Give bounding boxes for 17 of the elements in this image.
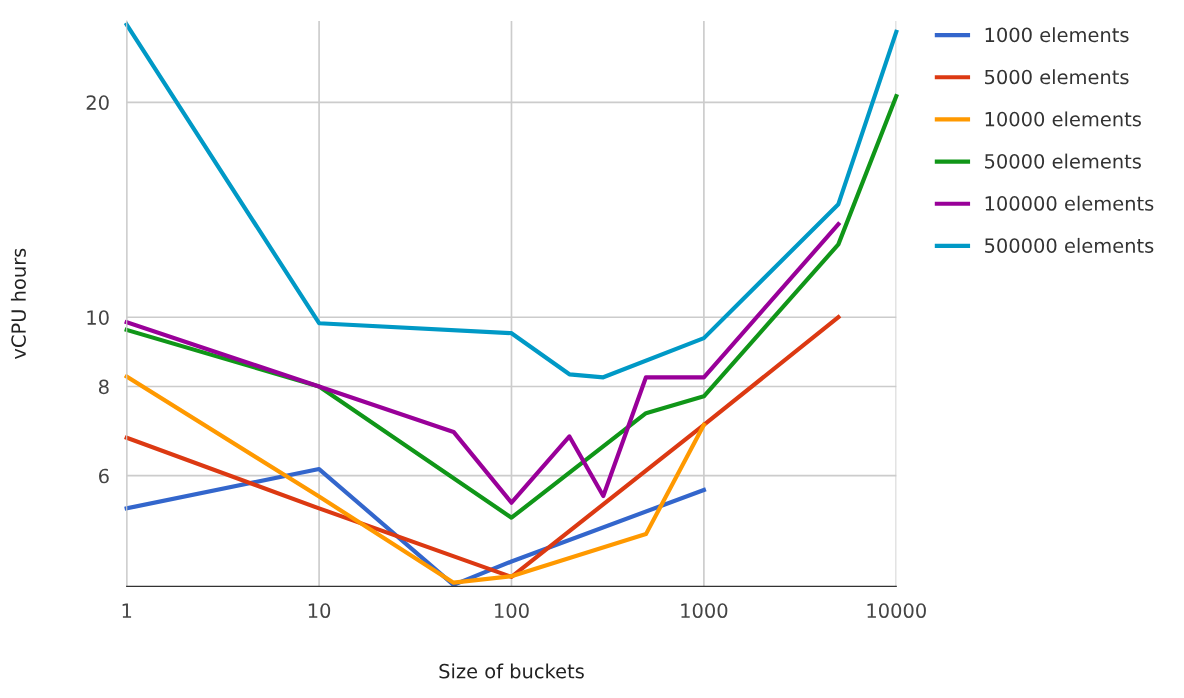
x-tick-label: 10 xyxy=(308,603,331,619)
y-tick-label: 8 xyxy=(98,379,109,395)
y-tick-label: 10 xyxy=(87,310,109,325)
legend-label: 5000 elements xyxy=(985,69,1129,85)
x-tick-label: 100 xyxy=(495,603,529,619)
legend-label: 100000 elements xyxy=(985,195,1154,211)
legend-label: 500000 elements xyxy=(985,237,1154,253)
x-tick-label: 1000 xyxy=(681,603,728,619)
legend-label: 10000 elements xyxy=(985,111,1141,127)
x-tick-label: 1 xyxy=(122,603,132,618)
y-tick-label: 6 xyxy=(99,468,109,484)
y-axis-title: vCPU hours xyxy=(10,248,26,359)
x-axis-title: Size of buckets xyxy=(439,663,584,679)
legend-label: 50000 elements xyxy=(985,153,1141,169)
x-tick-label: 10000 xyxy=(867,603,926,619)
legend-label: 1000 elements xyxy=(985,27,1129,43)
y-tick-label: 20 xyxy=(86,95,109,110)
